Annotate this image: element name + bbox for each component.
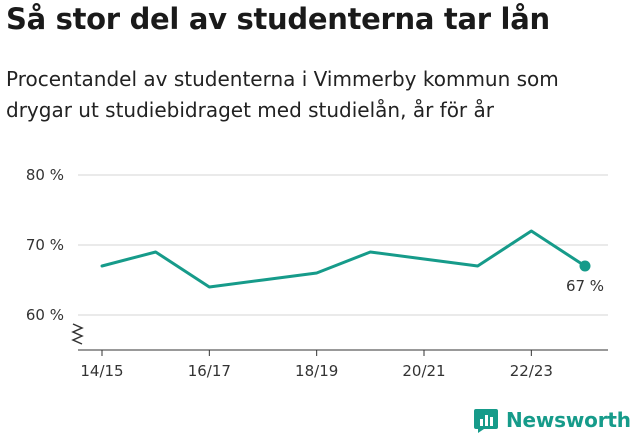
- end-value-label: 67 %: [566, 277, 604, 295]
- x-tick-label: 18/19: [295, 362, 338, 380]
- chart-title: Så stor del av studenterna tar lån: [6, 2, 550, 36]
- x-tick-label: 16/17: [188, 362, 231, 380]
- logo-text: Newsworthy: [506, 408, 631, 432]
- y-tick-label: 80 %: [26, 166, 64, 184]
- x-tick-label: 22/23: [510, 362, 553, 380]
- x-tick-label: 14/15: [80, 362, 123, 380]
- x-tick-label: 20/21: [402, 362, 445, 380]
- chart-subtitle: Procentandel av studenterna i Vimmerby k…: [6, 67, 559, 122]
- newsworthy-logo: Newsworthy: [474, 407, 631, 433]
- end-point-marker: [579, 260, 591, 272]
- y-tick-label: 60 %: [26, 306, 64, 324]
- series-line: [100, 229, 587, 289]
- axis-break-icon: [71, 323, 84, 345]
- y-tick-label: 70 %: [26, 236, 64, 254]
- bar-chart-icon: [474, 409, 498, 433]
